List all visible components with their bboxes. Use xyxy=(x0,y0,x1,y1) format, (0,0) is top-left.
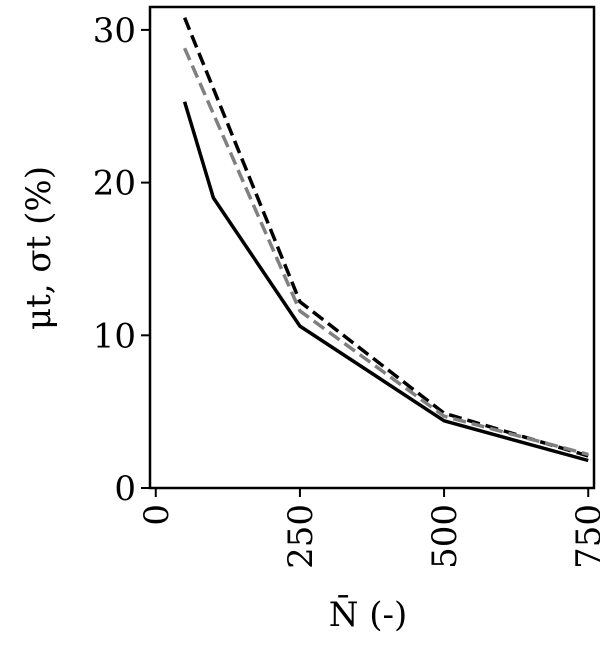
x-tick-label-0: 0 xyxy=(137,504,177,526)
series-line-2 xyxy=(182,17,589,458)
x-axis-label: N̄ (-) xyxy=(329,594,408,635)
series-line-3 xyxy=(182,47,589,457)
y-axis: 0 10 20 30 xyxy=(93,11,150,509)
plot-area xyxy=(148,5,596,490)
x-axis: 0 250 500 750 xyxy=(137,488,600,569)
plot-frame xyxy=(148,5,596,490)
y-axis-label: μt, σt (%) xyxy=(19,166,59,330)
x-tick-label-500: 500 xyxy=(425,504,465,569)
y-tick-label-0: 0 xyxy=(114,469,136,509)
x-tick-label-750: 750 xyxy=(569,504,600,569)
series-layer xyxy=(182,17,589,463)
y-tick-label-10: 10 xyxy=(93,316,136,356)
series-line-1 xyxy=(182,101,589,463)
y-tick-label-30: 30 xyxy=(93,11,136,51)
x-tick-label-250: 250 xyxy=(281,504,321,569)
y-tick-label-20: 20 xyxy=(93,164,136,204)
